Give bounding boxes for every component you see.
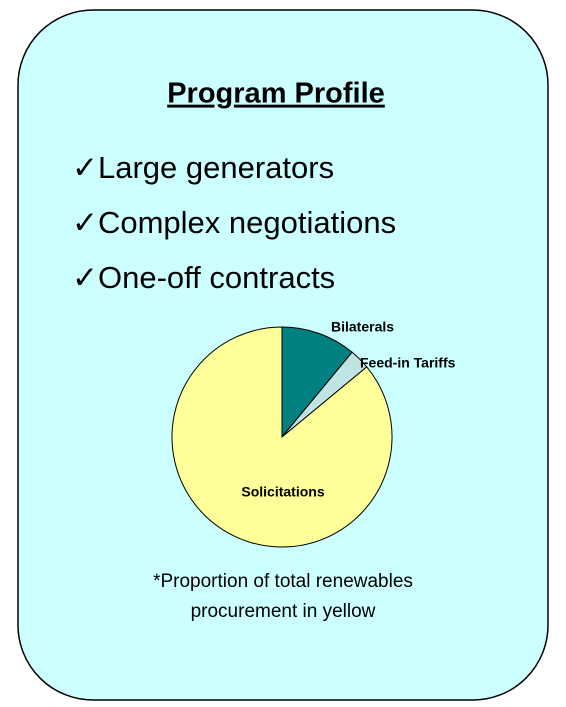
- bullet: ✓Large generators: [72, 150, 334, 185]
- slice-label: Bilaterals: [331, 319, 394, 335]
- bullet: ✓Complex negotiations: [72, 205, 396, 240]
- footnote-line: procurement in yellow: [191, 601, 376, 622]
- slice-label: Solicitations: [241, 484, 324, 500]
- bullet: ✓One-off contracts: [72, 260, 335, 295]
- title: Program Profile: [167, 78, 385, 110]
- pie-slice: [281, 326, 353, 439]
- pie-chart: Bilaterals Feed-in Tariffs Solicitations: [171, 319, 456, 548]
- footnote-line: *Proportion of total renewables: [153, 571, 413, 592]
- footnote: *Proportion of total renewables procureme…: [153, 571, 413, 622]
- slice-label: Feed-in Tariffs: [360, 355, 456, 371]
- pie-slice: [171, 326, 393, 548]
- bullet-list: ✓Large generators ✓Complex negotiations ✓O…: [72, 150, 396, 295]
